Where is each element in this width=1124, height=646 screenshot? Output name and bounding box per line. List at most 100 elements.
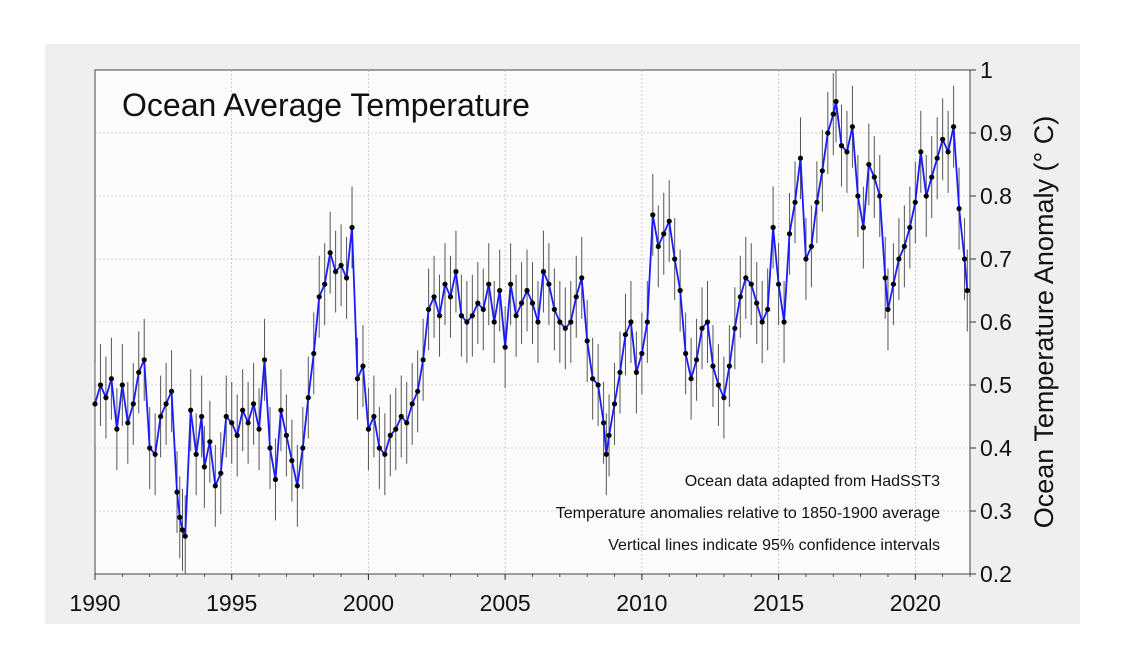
data-point xyxy=(272,476,279,483)
data-point xyxy=(338,262,344,268)
data-point xyxy=(469,313,475,319)
data-point xyxy=(849,124,856,130)
data-point xyxy=(882,275,888,281)
data-point xyxy=(661,231,667,237)
data-point xyxy=(497,287,503,294)
data-point xyxy=(890,281,897,287)
data-point xyxy=(964,287,970,294)
data-point xyxy=(639,350,645,357)
data-point xyxy=(278,407,284,413)
data-point xyxy=(600,420,607,426)
data-point xyxy=(814,199,820,205)
data-point xyxy=(294,483,300,489)
data-point xyxy=(513,313,519,319)
annotation-source: Ocean data adapted from HadSST3 xyxy=(685,473,940,490)
data-point xyxy=(535,319,541,325)
data-point xyxy=(182,533,188,539)
data-point xyxy=(218,470,224,476)
data-point xyxy=(371,413,377,420)
data-point xyxy=(838,143,845,149)
data-point xyxy=(590,376,596,382)
data-point xyxy=(622,332,629,338)
data-point xyxy=(207,439,213,445)
data-point xyxy=(97,382,104,388)
x-tick-label: 2015 xyxy=(753,590,804,616)
data-point xyxy=(732,325,738,331)
data-point xyxy=(398,413,404,420)
data-point xyxy=(141,357,147,363)
data-point xyxy=(896,256,902,262)
data-point xyxy=(365,426,372,432)
data-point xyxy=(573,294,579,300)
data-point xyxy=(855,193,861,199)
data-point xyxy=(267,445,273,451)
data-point xyxy=(754,300,760,306)
data-point xyxy=(693,357,700,363)
data-point xyxy=(229,420,235,426)
data-point xyxy=(486,281,492,287)
data-point xyxy=(163,401,169,407)
data-point xyxy=(546,281,552,287)
data-point xyxy=(108,376,115,382)
data-point xyxy=(245,420,251,426)
data-point xyxy=(830,111,836,117)
data-point xyxy=(442,281,448,287)
data-point xyxy=(907,224,913,231)
data-point xyxy=(354,376,361,382)
data-point xyxy=(683,350,689,357)
data-point xyxy=(125,420,131,426)
data-point xyxy=(447,294,454,300)
data-point xyxy=(956,206,962,212)
x-tick-label: 2005 xyxy=(480,590,531,616)
data-point xyxy=(595,382,601,388)
y-tick-label: 0.8 xyxy=(980,183,1012,209)
data-point xyxy=(765,306,771,312)
data-point xyxy=(866,161,872,168)
data-point xyxy=(825,130,831,136)
y-tick-label: 0.3 xyxy=(980,498,1012,524)
chart-svg: 1990 1995 2000 2005 2010 2015 2020 0.20.30.40.… xyxy=(69,57,1059,616)
data-point xyxy=(431,294,437,300)
data-point xyxy=(409,401,415,407)
data-point xyxy=(464,319,470,325)
data-point xyxy=(420,357,426,363)
data-point xyxy=(901,243,907,249)
data-point xyxy=(860,224,866,231)
data-point xyxy=(152,451,158,457)
data-point xyxy=(158,413,164,420)
data-point xyxy=(119,382,125,388)
data-point xyxy=(617,369,623,375)
data-point xyxy=(611,401,618,407)
data-point xyxy=(174,489,180,495)
x-tick-label: 2000 xyxy=(343,590,394,616)
y-tick-label: 0.7 xyxy=(980,246,1012,272)
data-point xyxy=(918,149,924,155)
data-point xyxy=(786,231,793,237)
x-axis: 1990 1995 2000 2005 2010 2015 2020 xyxy=(69,574,971,616)
data-point xyxy=(349,224,355,231)
data-point xyxy=(934,155,940,161)
data-point xyxy=(844,149,850,155)
data-point xyxy=(322,281,328,287)
data-point xyxy=(529,300,536,306)
data-point xyxy=(524,287,530,294)
data-point xyxy=(945,149,951,155)
data-point xyxy=(327,250,333,256)
data-point xyxy=(940,136,946,142)
data-point xyxy=(425,306,432,312)
y-tick-label: 0.9 xyxy=(980,120,1012,146)
data-point xyxy=(650,212,656,218)
data-point xyxy=(603,451,609,457)
data-point xyxy=(759,319,765,325)
data-point xyxy=(92,401,98,407)
data-point xyxy=(360,363,366,369)
data-point xyxy=(792,199,798,205)
data-point xyxy=(677,287,683,294)
data-point xyxy=(568,319,574,325)
data-point xyxy=(382,451,388,457)
data-point xyxy=(168,388,175,394)
y-tick-label: 0.2 xyxy=(980,561,1012,587)
data-point xyxy=(475,300,481,306)
data-point xyxy=(885,306,891,312)
data-point xyxy=(715,382,722,388)
